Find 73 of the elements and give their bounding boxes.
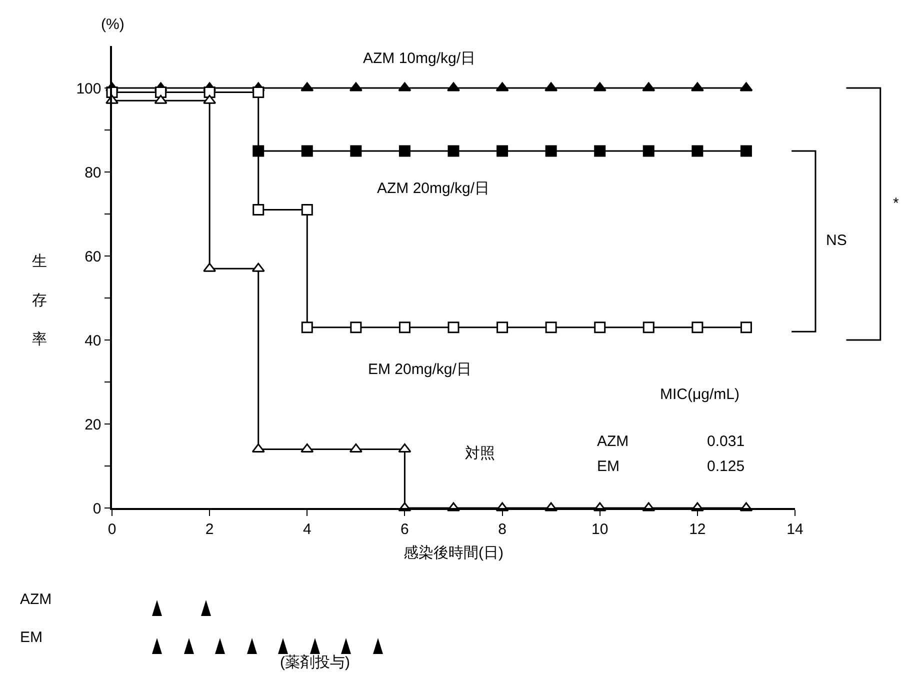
- point: [593, 82, 606, 92]
- y-tick-label: 20: [84, 416, 102, 434]
- point: [252, 262, 265, 272]
- point: [301, 145, 313, 157]
- point: [300, 82, 314, 92]
- point: [300, 443, 314, 452]
- x-tick-label: 12: [689, 520, 706, 538]
- series-label: AZM 10mg/kg/日: [363, 50, 476, 67]
- point: [740, 82, 753, 92]
- series-label: AZM 20mg/kg/日: [377, 180, 490, 197]
- annotation: 0.125: [707, 458, 745, 475]
- annotation: EM: [597, 458, 620, 475]
- series-label: EM 20mg/kg/日: [368, 361, 472, 378]
- text: *: [893, 195, 899, 212]
- point: [692, 322, 704, 334]
- x-tick-label: 8: [498, 520, 506, 538]
- y-tick-label: 40: [84, 332, 102, 350]
- y-tick-label: 100: [76, 80, 102, 98]
- point: [448, 145, 460, 157]
- point: [496, 322, 508, 334]
- point: [496, 82, 509, 92]
- point: [203, 94, 216, 104]
- point: [642, 322, 654, 334]
- point: [545, 322, 557, 334]
- point: [642, 145, 654, 157]
- point: [496, 145, 508, 157]
- x-tick-label: 14: [786, 520, 804, 538]
- text: 対照: [465, 445, 495, 462]
- x-tick-label: 10: [592, 520, 608, 538]
- text: NS: [826, 232, 847, 249]
- text: AZM: [20, 591, 52, 608]
- point: [398, 443, 412, 452]
- point: [690, 82, 704, 92]
- point: [252, 86, 264, 98]
- point: [398, 145, 410, 157]
- text: EM: [20, 629, 42, 646]
- point: [349, 443, 362, 452]
- point: [740, 322, 752, 334]
- point: [203, 262, 216, 272]
- x-axis-title: 感染後時間(日): [404, 544, 504, 562]
- point: [692, 145, 704, 157]
- point: [154, 94, 168, 104]
- point: [155, 86, 167, 98]
- point: [398, 82, 412, 92]
- text: (%): [101, 16, 124, 33]
- text: (薬剤投与): [280, 654, 350, 671]
- point: [301, 204, 313, 216]
- point: [594, 322, 606, 334]
- point: [545, 145, 557, 157]
- y-tick-label: 60: [84, 248, 102, 266]
- annotation: AZM: [597, 433, 629, 450]
- point: [204, 86, 216, 98]
- point: [350, 145, 362, 157]
- y-tick-label: 0: [92, 500, 102, 518]
- point: [252, 443, 265, 452]
- point: [448, 322, 460, 334]
- x-tick-label: 2: [205, 520, 214, 538]
- point: [544, 82, 558, 92]
- y-tick-label: 80: [84, 164, 102, 182]
- annotation: MIC(μg/mL): [660, 386, 740, 403]
- annotation: 0.031: [707, 433, 745, 450]
- x-tick-label: 6: [400, 520, 409, 538]
- point: [642, 82, 656, 92]
- text: 生存率: [32, 253, 47, 348]
- point: [350, 322, 362, 334]
- point: [349, 82, 362, 92]
- point: [740, 145, 752, 157]
- x-tick-label: 4: [302, 520, 312, 538]
- point: [398, 322, 410, 334]
- point: [252, 204, 264, 216]
- point: [301, 322, 313, 334]
- x-tick-label: 0: [108, 520, 116, 538]
- point: [594, 145, 606, 157]
